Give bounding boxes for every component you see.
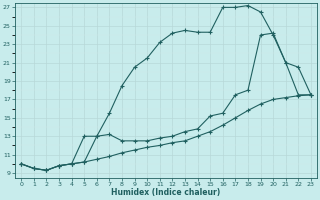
X-axis label: Humidex (Indice chaleur): Humidex (Indice chaleur) <box>111 188 221 197</box>
